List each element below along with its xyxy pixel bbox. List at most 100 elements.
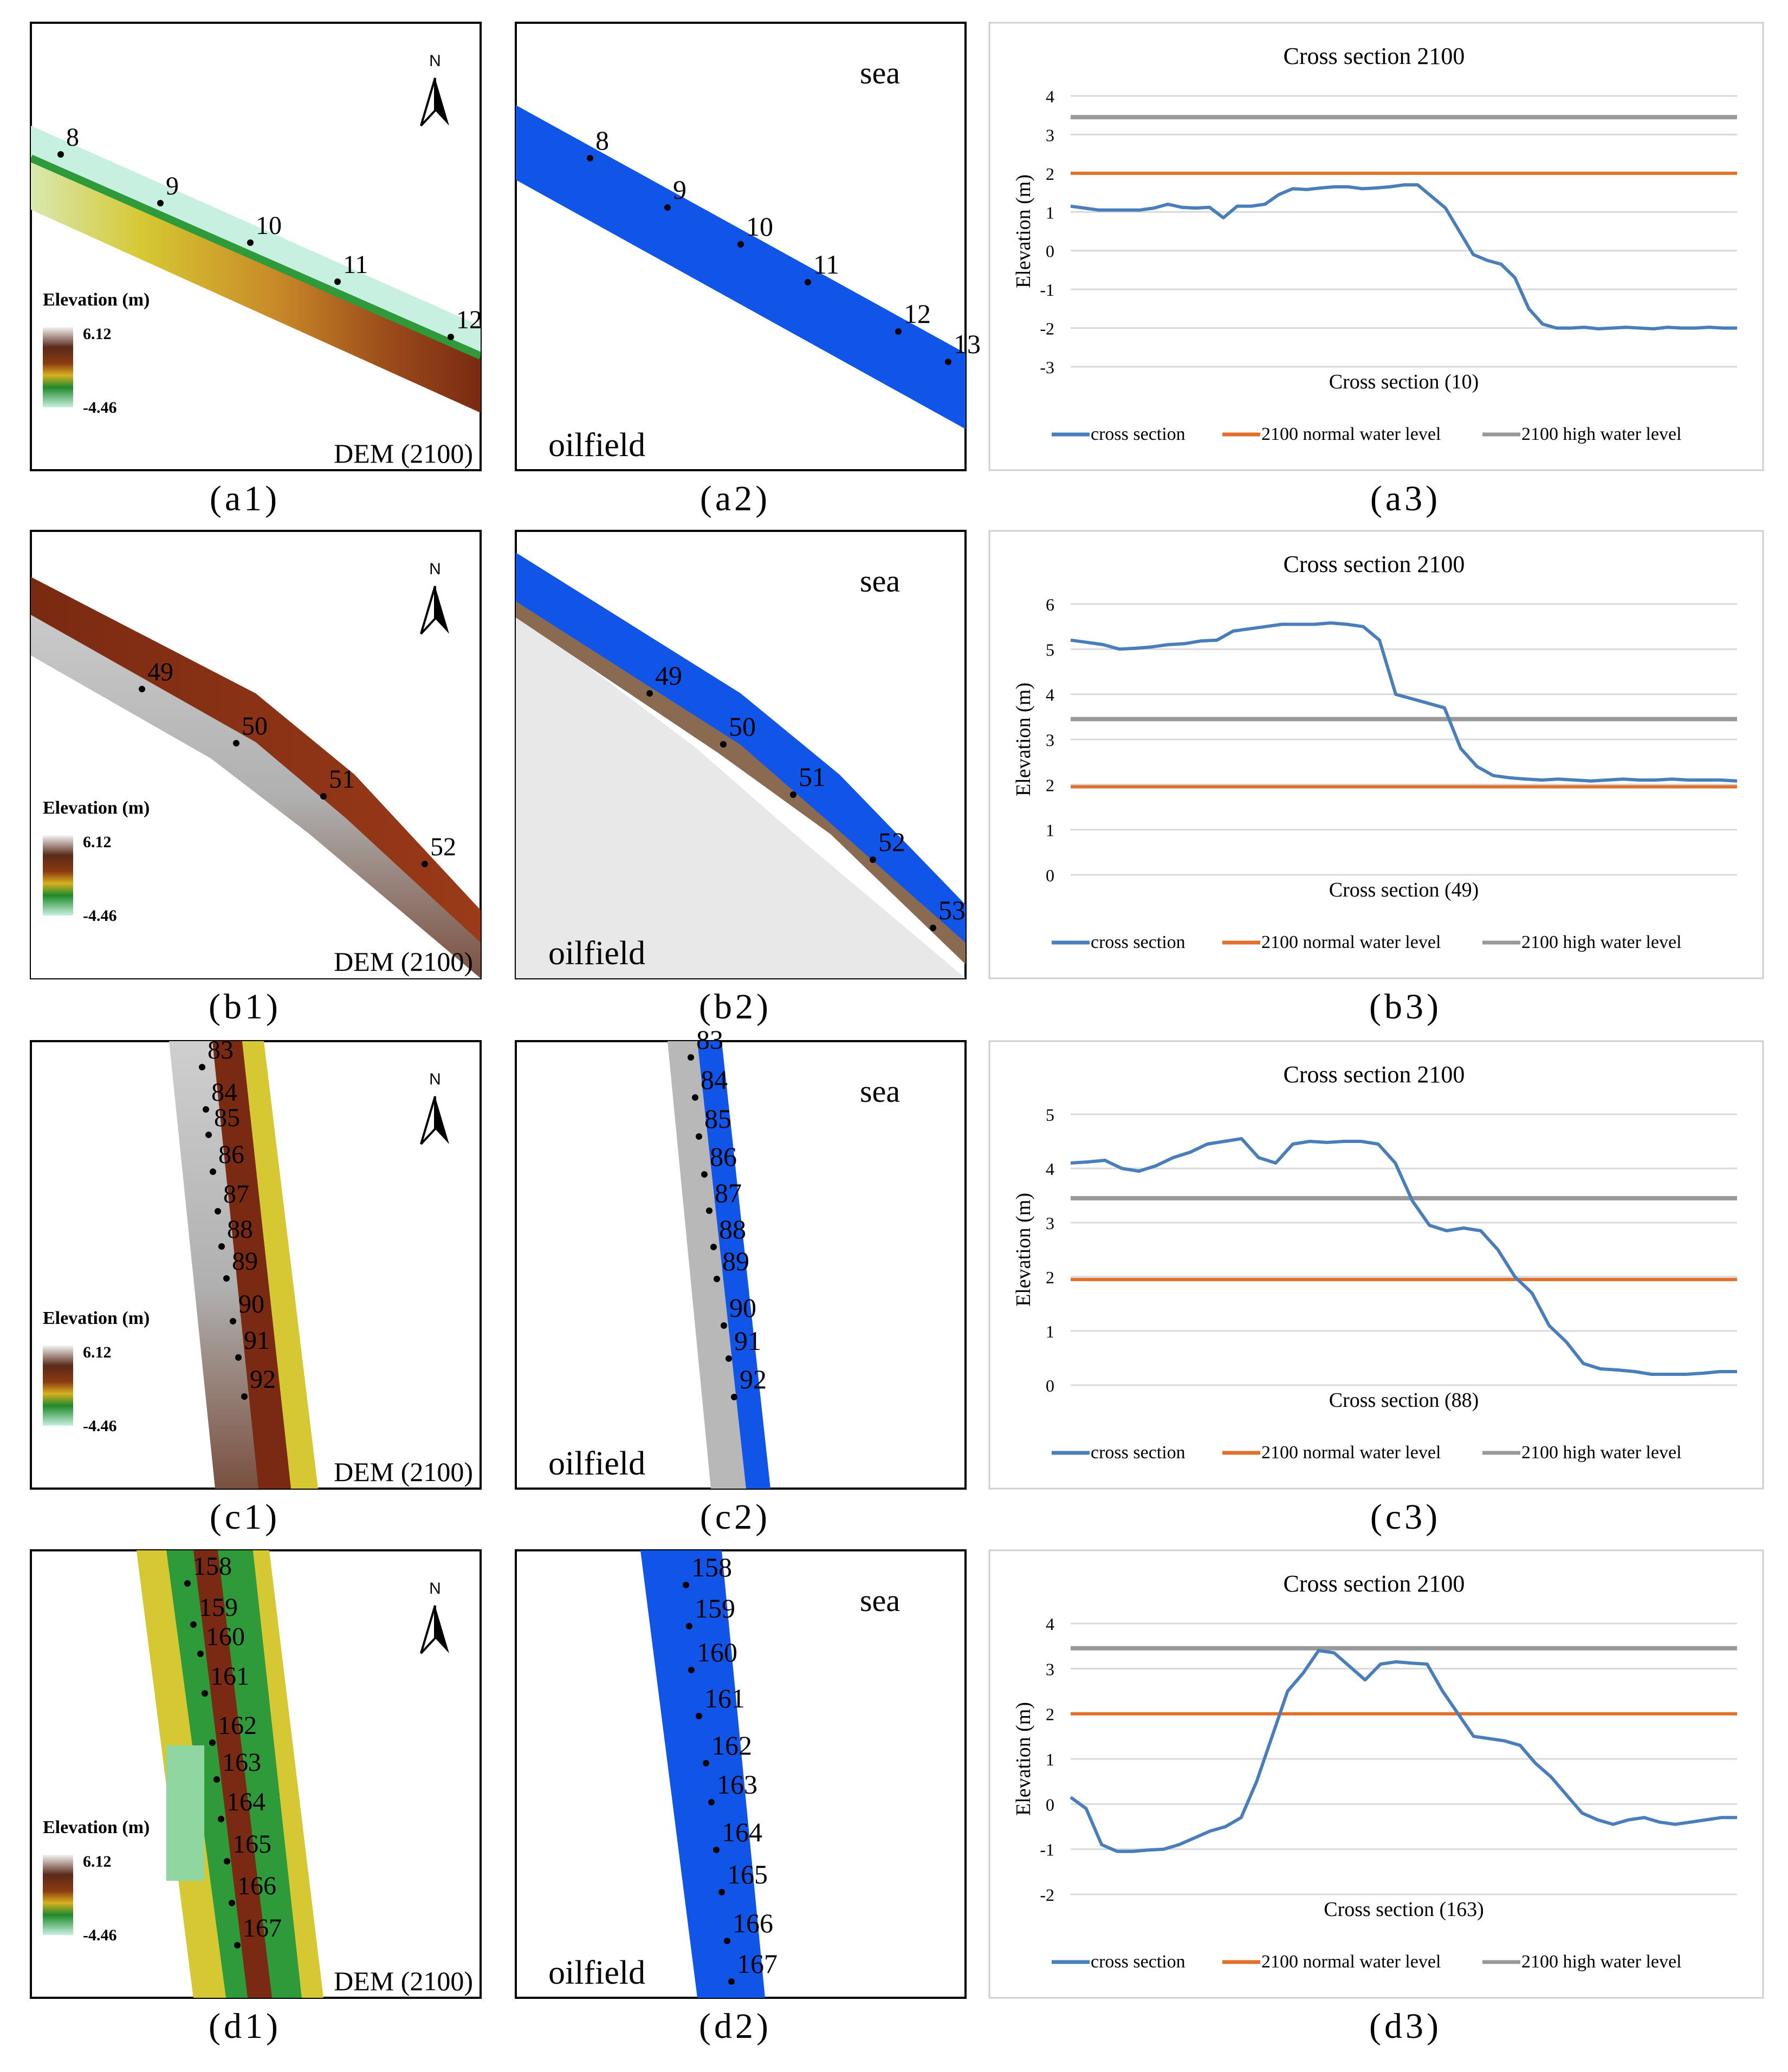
- chart-panel: Cross section 2100 4 3 2 1 0 -1 -2 Elevation (m)…: [988, 1549, 1764, 1999]
- flood-point-label: 8: [595, 125, 609, 155]
- legend-color-ramp: [43, 835, 73, 915]
- y-tick-label: 2: [1046, 1705, 1054, 1724]
- y-axis-title: Elevation (m): [1012, 1193, 1035, 1307]
- dem-pond: [166, 1745, 204, 1881]
- flood-point-marker: [945, 359, 951, 365]
- panel-caption: (b3): [1369, 987, 1442, 1027]
- legend-entry: 2100 high water level: [1521, 1443, 1682, 1463]
- flood-map-panel: 158 159 160 161 162 163 164 165 166 167 sea oilfiel…: [515, 1549, 967, 1999]
- panel-caption: (d1): [209, 2006, 281, 2046]
- dem-point-marker: [223, 1275, 230, 1282]
- dem-point-label: 87: [223, 1180, 249, 1209]
- north-arrow-label: N: [429, 1580, 441, 1597]
- dem-point-label: 159: [199, 1593, 238, 1622]
- flood-point-label: 167: [737, 1948, 778, 1979]
- flood-point-label: 85: [704, 1103, 731, 1134]
- dem-point-marker: [202, 1690, 208, 1697]
- panel-caption: (a1): [210, 479, 280, 518]
- flood-point-marker: [930, 925, 936, 931]
- north-arrow-right-half: [435, 1606, 449, 1653]
- legend-title: Elevation (m): [43, 1817, 150, 1837]
- dem-map-panel: 49 50 51 52 N Elevation (m) 6.12 -4.46 DEM (2100…: [30, 530, 482, 979]
- y-axis-title: Elevation (m): [1012, 683, 1035, 796]
- dem-point-label: 9: [166, 172, 179, 200]
- chart-y-ticks: 6 5 4 3 2 1 0: [1046, 595, 1054, 885]
- flood-map-panel: 8 9 10 11 12 13 sea oilfield: [515, 22, 981, 471]
- panel-caption: (a2): [700, 479, 770, 518]
- y-tick-label: 5: [1046, 1105, 1054, 1125]
- north-arrow-label: N: [429, 560, 441, 578]
- dem-point-marker: [215, 1208, 221, 1214]
- sea-label: sea: [860, 55, 900, 90]
- dem-point-marker: [190, 1621, 197, 1628]
- sea-label: sea: [860, 1074, 900, 1109]
- flood-point-label: 51: [799, 762, 826, 792]
- flood-point-label: 165: [727, 1859, 768, 1889]
- north-arrow-right-half: [435, 586, 449, 634]
- dem-land-band: [31, 155, 481, 413]
- flood-point-label: 89: [722, 1246, 749, 1276]
- dem-point-marker: [241, 1393, 248, 1400]
- flood-point-marker: [805, 279, 811, 285]
- y-tick-label: -3: [1040, 358, 1054, 377]
- north-arrow-icon: [420, 1605, 449, 1654]
- dem-points: 49 50 51 52: [139, 658, 456, 867]
- flood-point-marker: [708, 1799, 715, 1805]
- flood-point-label: 91: [734, 1326, 761, 1356]
- y-tick-label: -1: [1040, 280, 1054, 300]
- y-tick-label: 2: [1046, 1268, 1054, 1287]
- dem-point-marker: [199, 1064, 205, 1070]
- flood-point-label: 160: [697, 1637, 737, 1667]
- dem-point-label: 52: [430, 833, 456, 861]
- dem-point-label: 86: [218, 1140, 244, 1169]
- legend-entry: 2100 high water level: [1521, 1952, 1682, 1972]
- y-tick-label: -2: [1040, 1885, 1054, 1905]
- flood-dike-band: [516, 588, 966, 964]
- flood-grey-area: [516, 612, 966, 978]
- flood-points: 158 159 160 161 162 163 164 165 166 167: [683, 1552, 778, 1985]
- dem-point-label: 163: [222, 1748, 261, 1777]
- dem-point-label: 8: [66, 123, 79, 152]
- chart-frame: [988, 1040, 1764, 1490]
- north-arrow-icon: [420, 586, 449, 635]
- y-tick-label: 6: [1046, 595, 1054, 614]
- dem-point-marker: [224, 1858, 230, 1865]
- flood-point-label: 162: [711, 1730, 752, 1761]
- flood-point-marker: [692, 1094, 698, 1101]
- flood-point-marker: [703, 1760, 709, 1766]
- flood-point-label: 87: [715, 1178, 742, 1208]
- dem-point-label: 88: [227, 1215, 253, 1244]
- y-tick-label: 3: [1046, 1213, 1054, 1233]
- flood-inundation-band: [516, 553, 966, 943]
- flood-point-label: 50: [729, 711, 756, 742]
- dem-map-terrain: [31, 577, 481, 978]
- y-tick-label: -2: [1040, 319, 1054, 339]
- x-axis-title: Cross section (163): [1324, 1898, 1484, 1921]
- chart-y-ticks: 4 3 2 1 0 -1 -2 -3: [1040, 87, 1054, 377]
- chart-legend: cross section 2100 normal water level 2100…: [1052, 1952, 1682, 1972]
- dem-point-label: 89: [232, 1247, 258, 1276]
- dem-point-marker: [448, 334, 454, 340]
- legend-color-ramp: [43, 327, 73, 407]
- flood-point-label: 12: [904, 298, 931, 329]
- series-line-cross-section: [1070, 621, 1738, 783]
- flood-map-area: [640, 1550, 765, 1998]
- chart-legend: cross section 2100 normal water level 2100…: [1052, 932, 1682, 952]
- dem-map-terrain: [137, 1550, 323, 1998]
- chart-title: Cross section 2100: [1284, 1570, 1465, 1597]
- dem-point-label: 91: [244, 1326, 270, 1355]
- dem-points: 8 9 10 11 12: [57, 123, 482, 340]
- flood-point-marker: [713, 1847, 720, 1853]
- dem-point-marker: [320, 793, 327, 800]
- north-arrow-right-half: [435, 1096, 449, 1144]
- y-tick-label: 0: [1046, 1795, 1054, 1814]
- flood-point-marker: [664, 204, 671, 211]
- flood-point-marker: [646, 690, 653, 697]
- chart-legend: cross section 2100 normal water level 2100…: [1052, 424, 1682, 444]
- dem-point-marker: [233, 740, 239, 746]
- north-arrow-icon: [420, 77, 449, 127]
- legend-color-ramp: [43, 1346, 73, 1426]
- flood-point-label: 161: [704, 1683, 745, 1713]
